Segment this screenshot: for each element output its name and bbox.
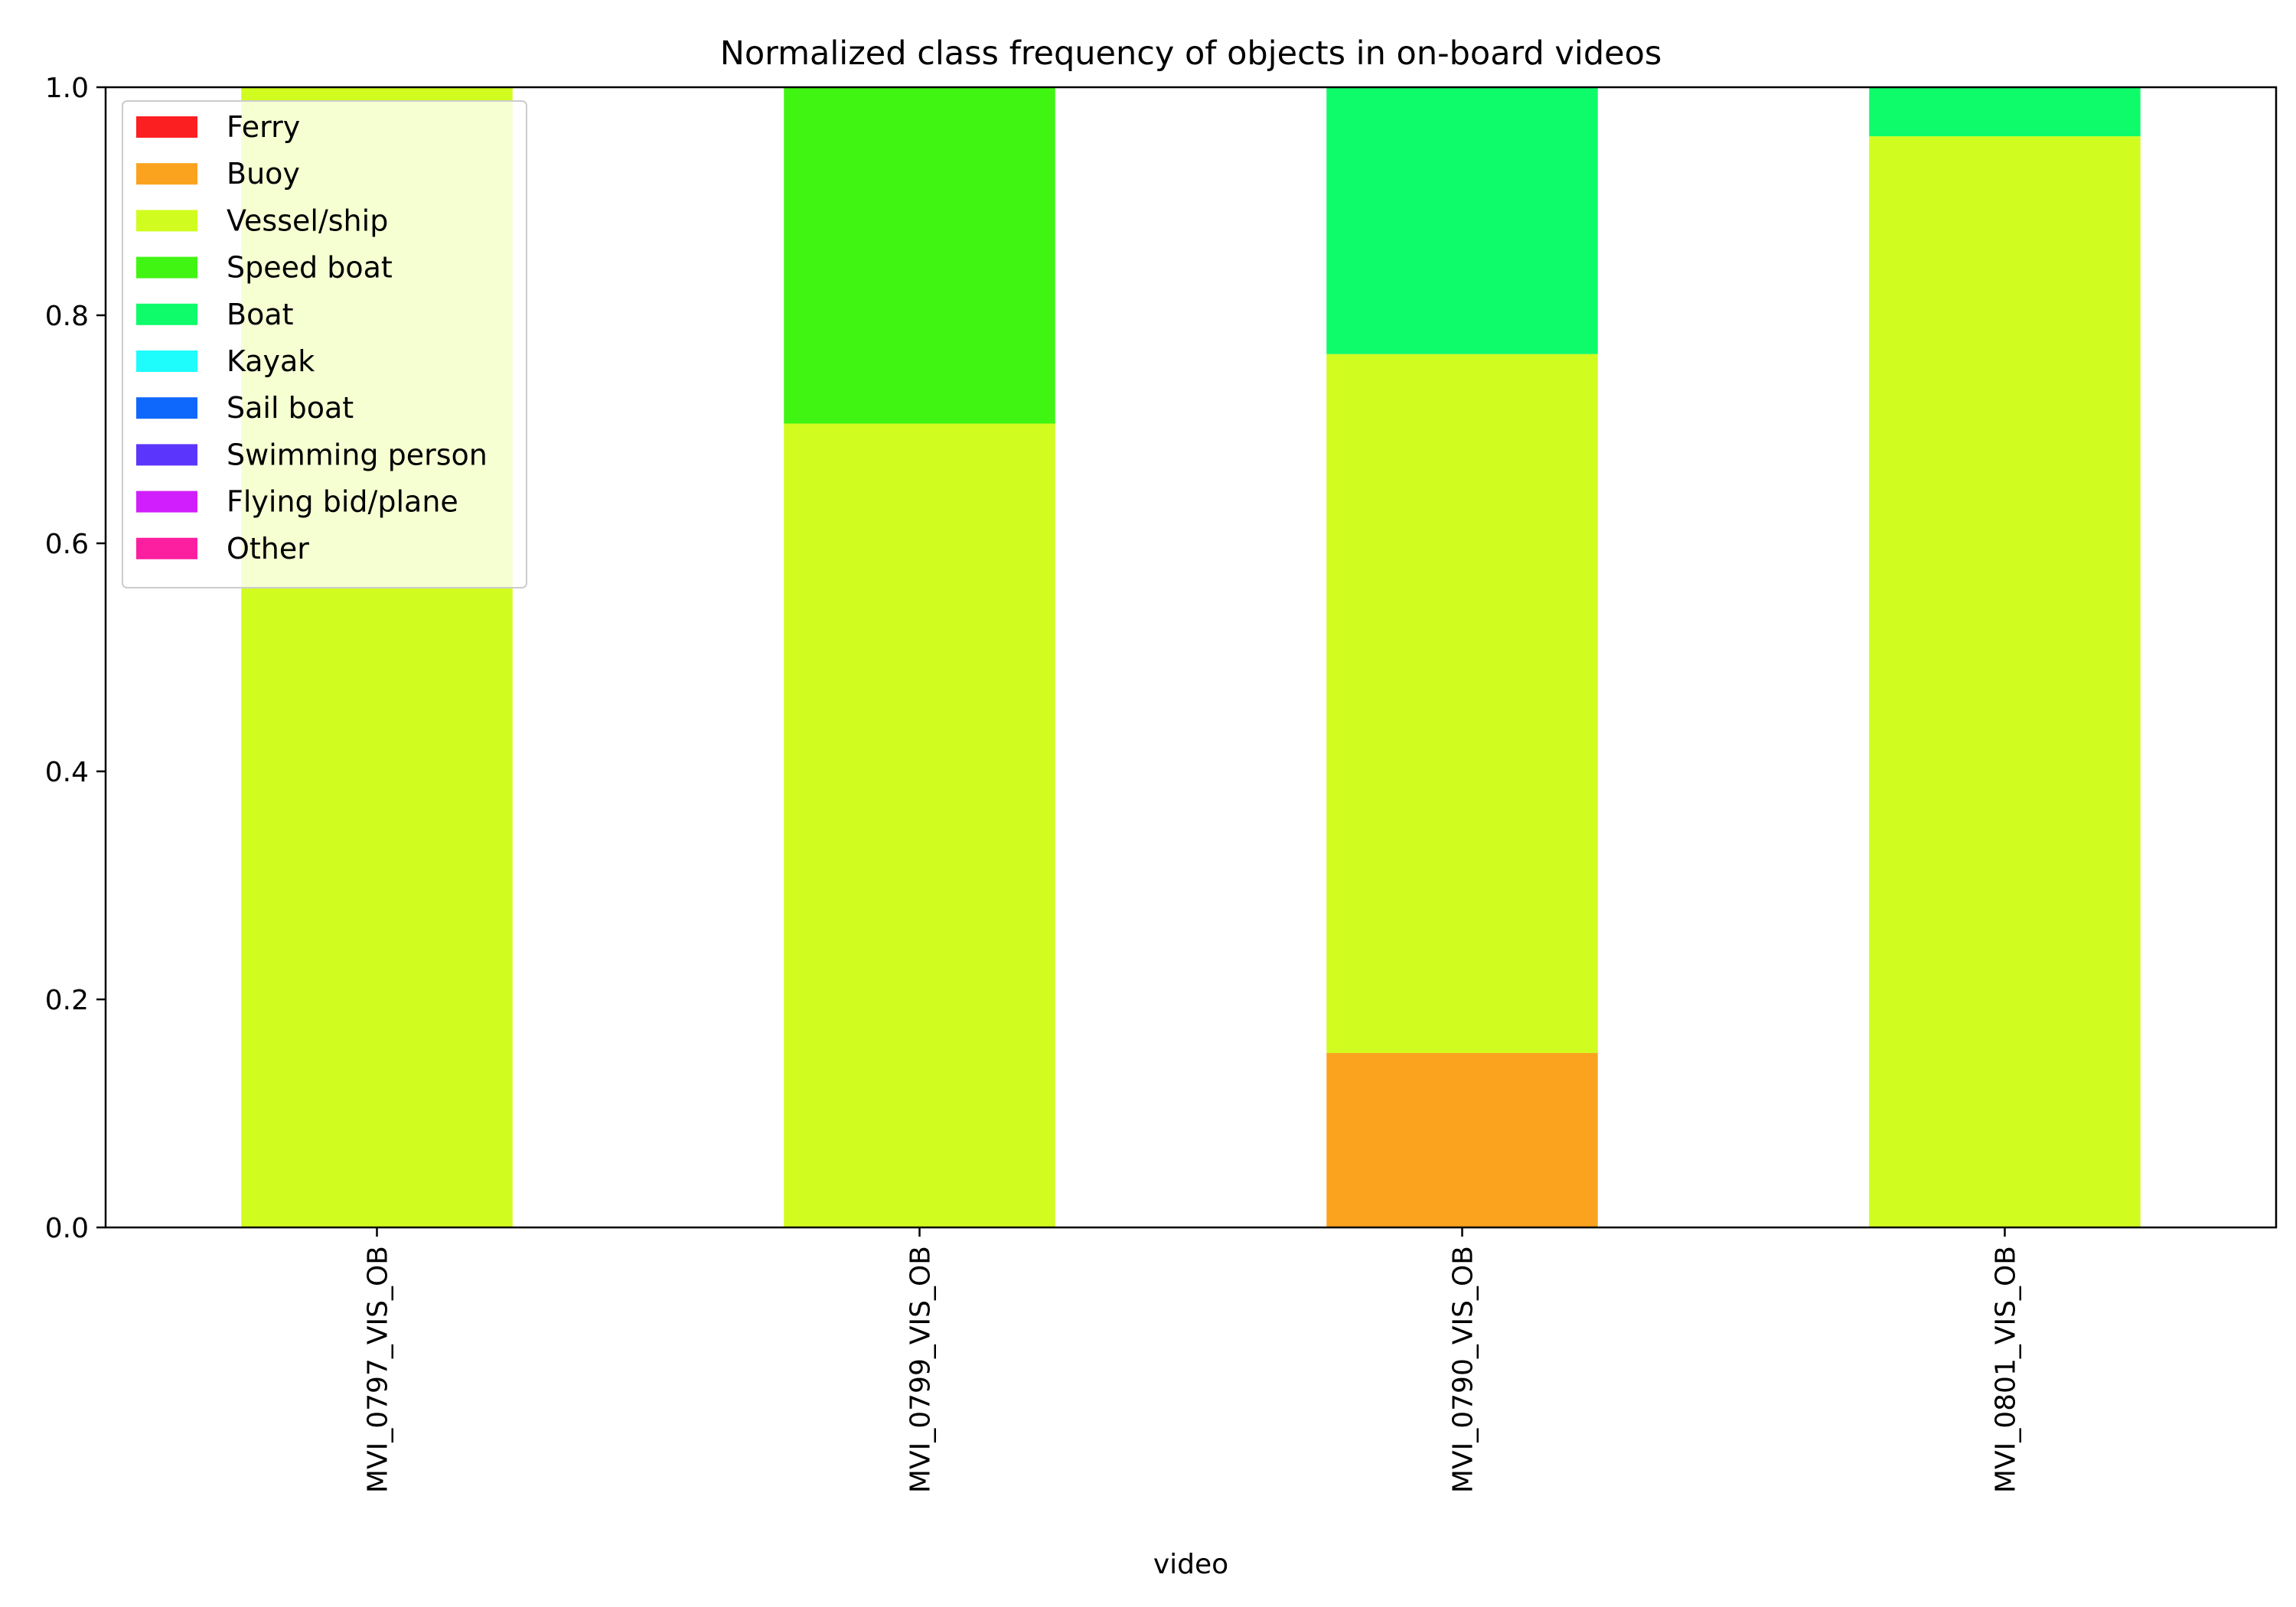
bar-3-buoy: [1326, 1053, 1598, 1227]
legend-entry: Other: [227, 532, 309, 566]
legend-entry: Vessel/ship: [227, 204, 388, 237]
legend-swatch: [136, 256, 197, 279]
y-tick-label: 0.6: [45, 529, 89, 560]
legend-swatch: [136, 116, 197, 138]
bar-3-vessel-ship: [1326, 354, 1598, 1054]
legend-entry: Flying bid/plane: [227, 485, 458, 519]
bar-2-speed-boat: [784, 87, 1055, 424]
legend-entry: Ferry: [227, 110, 300, 144]
plot-frame: [104, 86, 2278, 1229]
x-tick-label: MVI_0790_VIS_OB: [1448, 1246, 1479, 1493]
legend-swatch: [136, 491, 197, 513]
x-axis: MVI_0797_VIS_OB MVI_0799_VIS_OB MVI_0790_V…: [363, 1227, 2022, 1493]
legend-entry: Buoy: [227, 157, 300, 191]
y-tick-label: 0.4: [45, 757, 89, 788]
legend-swatch: [136, 303, 197, 325]
x-tick-label: MVI_0797_VIS_OB: [363, 1246, 394, 1493]
chart-title: Normalized class frequency of objects in…: [720, 34, 1662, 73]
y-tick-label: 0.8: [45, 301, 89, 332]
y-axis: 0.0 0.2 0.4 0.6 0.8 1.0: [45, 73, 106, 1244]
legend-entry: Sail boat: [227, 391, 354, 425]
legend-entry: Speed boat: [227, 251, 393, 285]
legend-swatch: [136, 397, 197, 419]
legend-swatch: [136, 537, 197, 559]
bar-3-boat: [1326, 87, 1598, 354]
y-tick-label: 0.2: [45, 985, 89, 1016]
x-axis-label: video: [1153, 1549, 1228, 1580]
legend-swatch: [136, 350, 197, 372]
y-tick-label: 1.0: [45, 73, 89, 104]
x-tick-label: MVI_0801_VIS_OB: [1991, 1246, 2022, 1493]
bar-2-vessel-ship: [784, 423, 1055, 1227]
y-tick-label: 0.0: [45, 1213, 89, 1244]
x-tick-label: MVI_0799_VIS_OB: [905, 1246, 937, 1493]
legend-entry: Boat: [227, 298, 294, 331]
legend-swatch: [136, 210, 197, 232]
legend-swatch: [136, 163, 197, 185]
bars-group: [241, 87, 2141, 1227]
legend-swatch: [136, 444, 197, 466]
bar-4-vessel-ship: [1869, 136, 2141, 1227]
legend: Ferry Buoy Vessel/ship Speed boat Boat Kayak S…: [122, 100, 527, 588]
bar-4-boat: [1869, 87, 2141, 137]
legend-entry: Swimming person: [227, 438, 488, 471]
legend-box: [122, 100, 527, 588]
legend-entry: Kayak: [227, 344, 315, 378]
